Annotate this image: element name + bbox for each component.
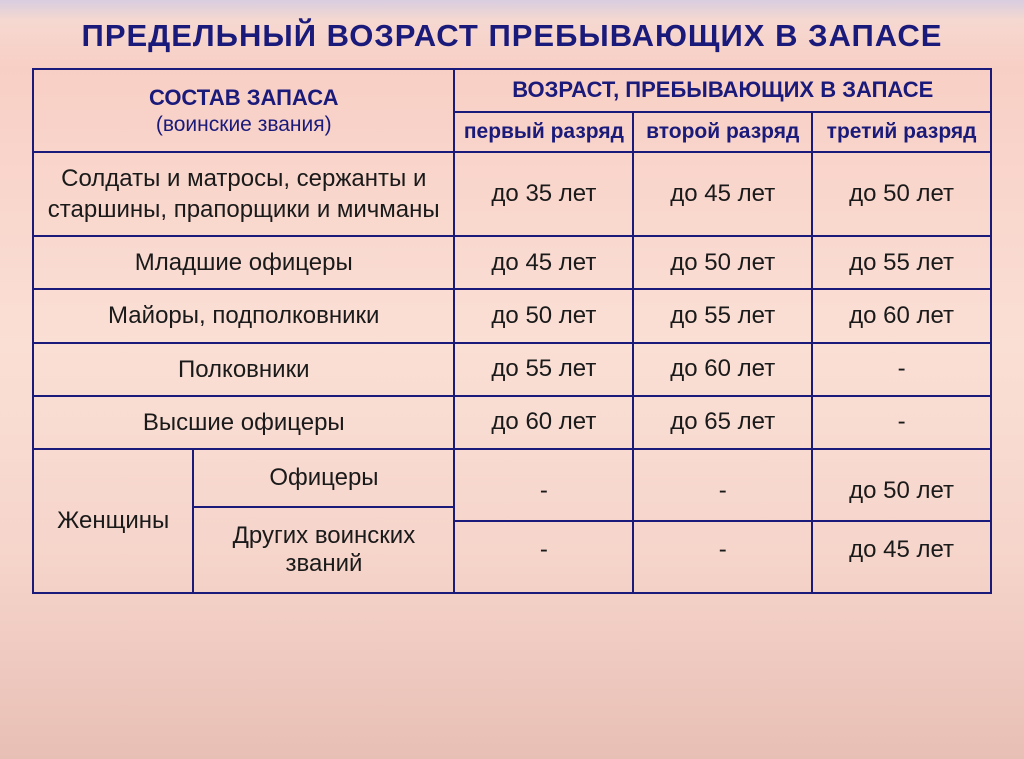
age-cell: до 45 лет [454,236,633,289]
page-title: ПРЕДЕЛЬНЫЙ ВОЗРАСТ ПРЕБЫВАЮЩИХ В ЗАПАСЕ [20,18,1004,54]
header-rank-sub: (воинские звания) [38,113,449,137]
table-row: Полковники до 55 лет до 60 лет - [33,343,991,396]
rank-cell: Солдаты и матросы, сержанты и старшины, … [33,152,454,236]
women-c2-cell: - - [633,449,812,593]
age-cell: до 55 лет [633,289,812,342]
age-cell: до 60 лет [812,289,991,342]
age-cell: - [634,521,811,579]
age-cell: до 50 лет [813,463,990,521]
table-body: Солдаты и матросы, сержанты и старшины, … [33,152,991,593]
table-row-women: Женщины Офицеры Других воинских званий -… [33,449,991,593]
age-cell: - [812,343,991,396]
header-rank: СОСТАВ ЗАПАСА (воинские звания) [33,69,454,152]
age-cell: до 65 лет [633,396,812,449]
women-c1-cell: - - [454,449,633,593]
rank-cell: Младшие офицеры [33,236,454,289]
age-cell: до 50 лет [633,236,812,289]
women-sub-rank: Других воинских званий [193,507,453,592]
age-cell: до 60 лет [633,343,812,396]
women-sub-rank: Офицеры [193,450,453,507]
table-row: Солдаты и матросы, сержанты и старшины, … [33,152,991,236]
women-c3-cell: до 50 лет до 45 лет [812,449,991,593]
header-rank-main: СОСТАВ ЗАПАСА [38,84,449,113]
age-cell: - [634,463,811,521]
rank-cell: Полковники [33,343,454,396]
age-cell: до 50 лет [812,152,991,236]
women-label: Женщины [34,450,193,592]
table-row: Майоры, подполковники до 50 лет до 55 ле… [33,289,991,342]
age-cell: - [455,463,632,521]
age-cell: до 45 лет [813,521,990,579]
header-cat3: третий разряд [812,112,991,152]
reserve-age-table: СОСТАВ ЗАПАСА (воинские звания) ВОЗРАСТ,… [32,68,992,594]
header-cat1: первый разряд [454,112,633,152]
age-cell: до 50 лет [454,289,633,342]
age-cell: - [812,396,991,449]
header-cat2: второй разряд [633,112,812,152]
header-age-group: ВОЗРАСТ, ПРЕБЫВАЮЩИХ В ЗАПАСЕ [454,69,991,112]
table-row: Высшие офицеры до 60 лет до 65 лет - [33,396,991,449]
age-cell: до 60 лет [454,396,633,449]
age-cell: до 55 лет [454,343,633,396]
age-cell: до 55 лет [812,236,991,289]
rank-cell: Майоры, подполковники [33,289,454,342]
title-bar: ПРЕДЕЛЬНЫЙ ВОЗРАСТ ПРЕБЫВАЮЩИХ В ЗАПАСЕ [0,0,1024,68]
rank-cell: Высшие офицеры [33,396,454,449]
age-cell: до 45 лет [633,152,812,236]
age-cell: - [455,521,632,579]
age-cell: до 35 лет [454,152,633,236]
women-label-cell: Женщины Офицеры Других воинских званий [33,449,454,593]
table-row: Младшие офицеры до 45 лет до 50 лет до 5… [33,236,991,289]
table-container: СОСТАВ ЗАПАСА (воинские звания) ВОЗРАСТ,… [0,68,1024,759]
